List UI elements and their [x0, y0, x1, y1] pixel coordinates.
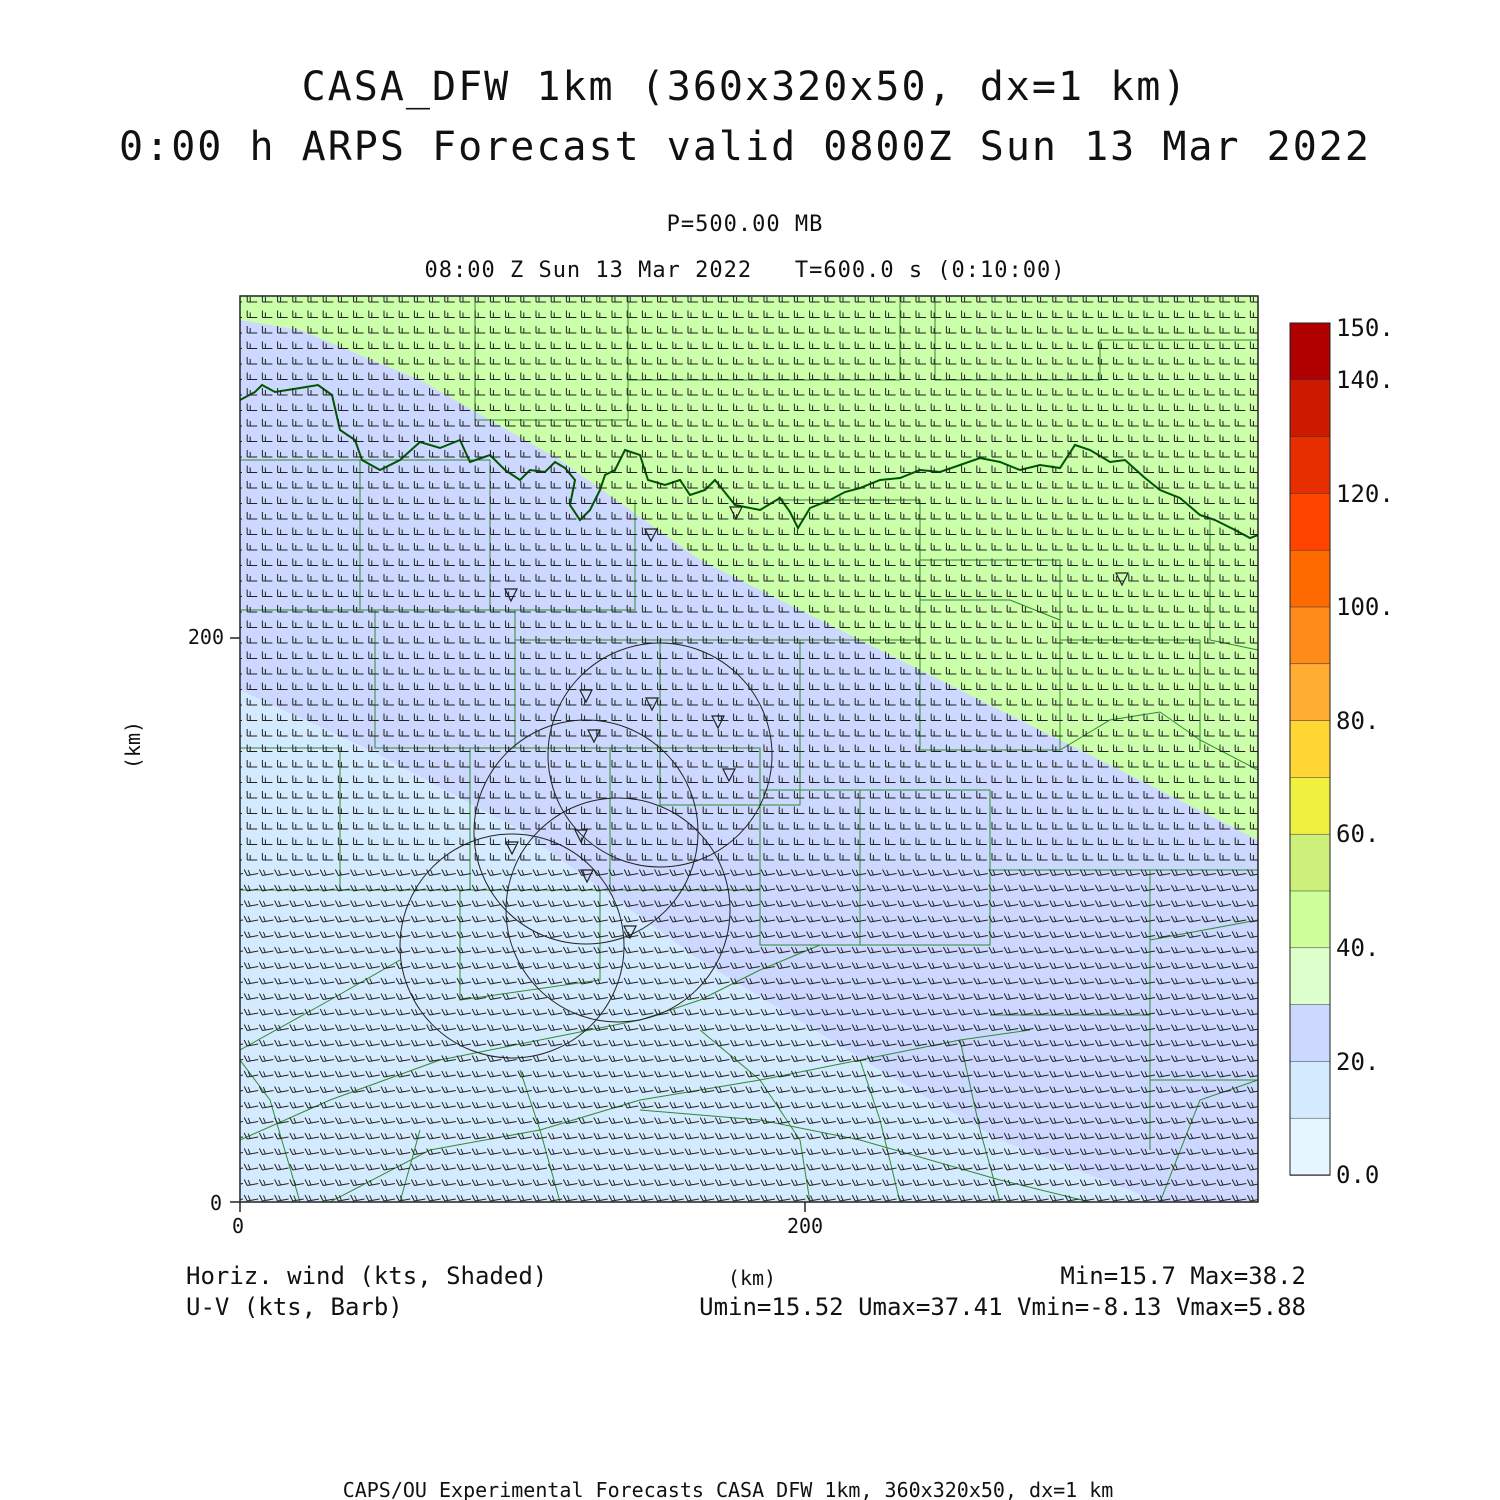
colorbar-segment [1289, 493, 1331, 551]
colorbar [1289, 322, 1331, 1176]
colorbar-label: 100. [1336, 593, 1394, 621]
legend-field-shaded: Horiz. wind (kts, Shaded) [186, 1262, 547, 1290]
colorbar-segment [1289, 1117, 1331, 1176]
shade-band-30-40 [240, 296, 1258, 840]
colorbar-frame [1289, 322, 1331, 1176]
valid-time: 08:00 Z Sun 13 Mar 2022 T=600.0 s (0:10:… [424, 258, 1066, 283]
colorbar-segment [1289, 947, 1331, 1006]
legend-uv-minmax: Umin=15.52 Umax=37.41 Vmin=-8.13 Vmax=5.… [699, 1293, 1306, 1321]
x-axis-label: (km) [728, 1266, 776, 1290]
map-area [240, 296, 1258, 1202]
wind-barb-field [240, 296, 1258, 1202]
colorbar-label: 40. [1336, 934, 1379, 962]
plot-title-line2: 0:00 h ARPS Forecast valid 0800Z Sun 13 … [119, 124, 1371, 170]
colorbar-segment [1289, 663, 1331, 722]
colorbar-segment [1289, 777, 1331, 835]
colorbar-segment [1289, 606, 1331, 665]
colorbar-label: 80. [1336, 707, 1379, 735]
colorbar-label: 60. [1336, 820, 1379, 848]
axis-ticks [230, 637, 806, 1212]
legend-minmax: Min=15.7 Max=38.2 [1060, 1262, 1306, 1290]
colorbar-segment [1289, 379, 1331, 438]
colorbar-label: 120. [1336, 480, 1394, 508]
colorbar-segment [1289, 720, 1331, 779]
legend-field-barb: U-V (kts, Barb) [186, 1293, 403, 1321]
colorbar-label: 150. [1336, 314, 1394, 342]
colorbar-segment [1289, 833, 1331, 892]
colorbar-label: 140. [1336, 366, 1394, 394]
colorbar-segment [1289, 1004, 1331, 1063]
colorbar-labels: 150. 140. 120. 100. 80. 60. 40. 20. 0.0 [1336, 314, 1394, 1189]
colorbar-label: 20. [1336, 1048, 1379, 1076]
plot-title-line1: CASA_DFW 1km (360x320x50, dx=1 km) [301, 64, 1189, 110]
colorbar-segment [1289, 436, 1331, 495]
radar-site-markers [504, 506, 1129, 940]
x-tick-200: 200 [787, 1214, 823, 1238]
radar-range-rings [399, 642, 773, 1059]
colorbar-segment [1289, 1061, 1331, 1119]
y-tick-200: 200 [188, 625, 224, 649]
footer-credit: CAPS/OU Experimental Forecasts CASA DFW … [343, 1478, 1114, 1500]
pressure-level: P=500.00 MB [666, 212, 824, 237]
wind-barbs [240, 296, 1258, 1202]
bottom-legend: Horiz. wind (kts, Shaded) U-V (kts, Barb… [186, 1262, 1306, 1500]
colorbar-segment [1289, 890, 1331, 949]
colorbar-label: 0.0 [1336, 1161, 1379, 1189]
colorbar-segment [1289, 322, 1331, 381]
y-tick-0: 0 [210, 1191, 222, 1215]
state-boundary-river [240, 383, 1258, 540]
plot-frame [239, 295, 1259, 1203]
y-axis-label: (km) [121, 721, 145, 769]
x-tick-0: 0 [232, 1214, 244, 1238]
colorbar-segment [1289, 549, 1331, 608]
